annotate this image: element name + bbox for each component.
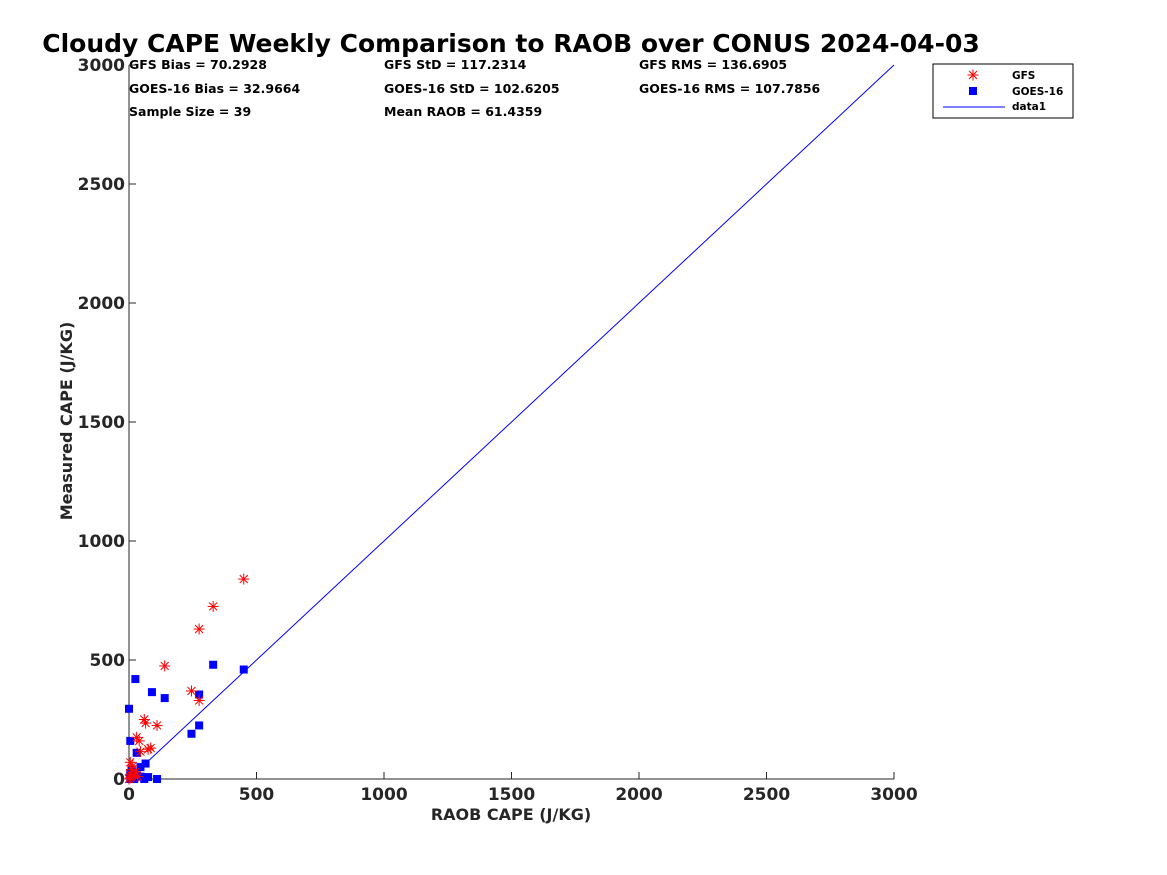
- y-tick-label: 2500: [78, 175, 125, 195]
- gfs-point: [207, 600, 219, 612]
- goes16-point: [187, 729, 196, 738]
- goes16-point: [131, 675, 140, 684]
- gfs-point: [159, 660, 171, 672]
- goes16-point: [125, 704, 133, 713]
- y-tick-label: 1000: [78, 532, 125, 552]
- gfs-point: [151, 719, 163, 731]
- chart-title: Cloudy CAPE Weekly Comparison to RAOB ov…: [42, 29, 980, 58]
- stat-goes-std: GOES-16 StD = 102.6205: [384, 81, 560, 96]
- goes16-point: [141, 759, 150, 768]
- y-tick-label: 3000: [78, 56, 125, 76]
- goes16-point: [160, 694, 169, 703]
- stat-sample-size: Sample Size = 39: [129, 104, 251, 119]
- stats-panel: GFS Bias = 70.2928 GFS StD = 117.2314 GF…: [129, 57, 821, 119]
- goes16-point: [153, 775, 162, 783]
- legend-goes-label: GOES-16: [1012, 86, 1063, 98]
- legend: GFS GOES-16 data1: [932, 63, 1074, 119]
- stat-gfs-std: GFS StD = 117.2314: [384, 57, 527, 72]
- goes16-point: [239, 665, 248, 674]
- y-axis-label: Measured CAPE (J/KG): [57, 322, 76, 521]
- x-tick-label: 1500: [488, 785, 535, 805]
- y-tick-label: 2000: [78, 294, 125, 314]
- axes: 0 500 1000 1500 2000 2500 3000 0 500 1000 1500 2000…: [78, 56, 918, 805]
- gfs-point: [140, 717, 152, 729]
- stat-goes-rms: GOES-16 RMS = 107.7856: [639, 81, 821, 96]
- gfs-point: [193, 694, 205, 706]
- gfs-point: [238, 573, 250, 585]
- gfs-point: [132, 771, 144, 783]
- legend-gfs-marker: [967, 69, 979, 81]
- data-marks: [123, 64, 895, 785]
- gfs-point: [185, 685, 197, 697]
- gfs-point: [133, 735, 145, 747]
- legend-gfs-asterisk: [967, 69, 979, 81]
- goes16-point: [209, 660, 218, 669]
- x-tick-label: 3000: [870, 785, 917, 805]
- legend-gfs-label: GFS: [1012, 70, 1035, 82]
- stat-mean-raob: Mean RAOB = 61.4359: [384, 104, 542, 119]
- x-tick-label: 2500: [743, 785, 790, 805]
- legend-data1-label: data1: [1012, 101, 1046, 113]
- stat-gfs-rms: GFS RMS = 136.6905: [639, 57, 787, 72]
- x-tick-label: 500: [239, 785, 275, 805]
- gfs-point: [193, 623, 205, 635]
- gfs-point: [134, 746, 146, 758]
- goes16-point: [132, 748, 141, 757]
- goes16-point: [126, 736, 135, 745]
- y-tick-label: 500: [90, 651, 126, 671]
- goes16-point: [195, 690, 204, 699]
- goes16-point: [136, 763, 145, 772]
- stat-gfs-bias: GFS Bias = 70.2928: [129, 57, 267, 72]
- x-tick-label: 2000: [615, 785, 662, 805]
- gfs-point: [123, 773, 135, 785]
- legend-goes-marker: [969, 87, 977, 95]
- x-tick-label: 0: [123, 785, 135, 805]
- goes16-point: [195, 721, 204, 730]
- reference-line-data1: [128, 64, 895, 780]
- stat-goes-bias: GOES-16 Bias = 32.9664: [129, 81, 300, 96]
- x-axis-label: RAOB CAPE (J/KG): [431, 805, 591, 824]
- goes16-point: [147, 688, 156, 697]
- y-tick-label: 0: [113, 770, 125, 790]
- goes16-point: [140, 775, 149, 783]
- legend-box: [932, 63, 1074, 119]
- gfs-point: [142, 743, 154, 755]
- y-tick-label: 1500: [78, 413, 125, 433]
- x-tick-label: 1000: [360, 785, 407, 805]
